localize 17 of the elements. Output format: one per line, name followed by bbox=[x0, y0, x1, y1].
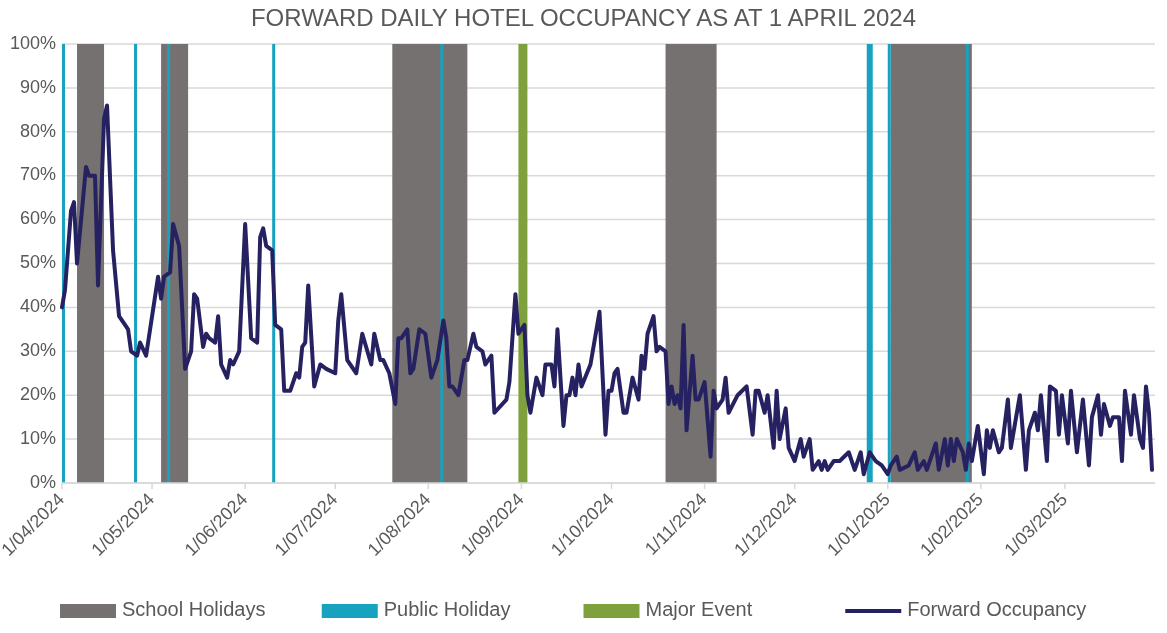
y-tick-label: 80% bbox=[19, 120, 56, 141]
y-tick-label: 20% bbox=[19, 383, 56, 404]
legend-label: Major Event bbox=[645, 598, 753, 621]
y-tick-label: 100% bbox=[9, 32, 56, 53]
y-tick-label: 0% bbox=[29, 471, 56, 492]
y-tick-label: 70% bbox=[19, 164, 56, 185]
y-tick-label: 90% bbox=[19, 76, 56, 97]
y-tick-label: 10% bbox=[19, 427, 56, 448]
legend-label: Public Holiday bbox=[383, 598, 511, 621]
legend-label: Forward Occupancy bbox=[907, 598, 1087, 621]
chart-title: FORWARD DAILY HOTEL OCCUPANCY AS AT 1 APRIL 2024 bbox=[250, 4, 917, 31]
y-tick-label: 30% bbox=[19, 340, 56, 361]
line-series bbox=[60, 103, 1154, 477]
y-tick-label: 50% bbox=[19, 252, 56, 273]
legend-label: School Holidays bbox=[122, 598, 266, 621]
y-tick-label: 40% bbox=[19, 296, 56, 317]
y-tick-label: 60% bbox=[19, 208, 56, 229]
